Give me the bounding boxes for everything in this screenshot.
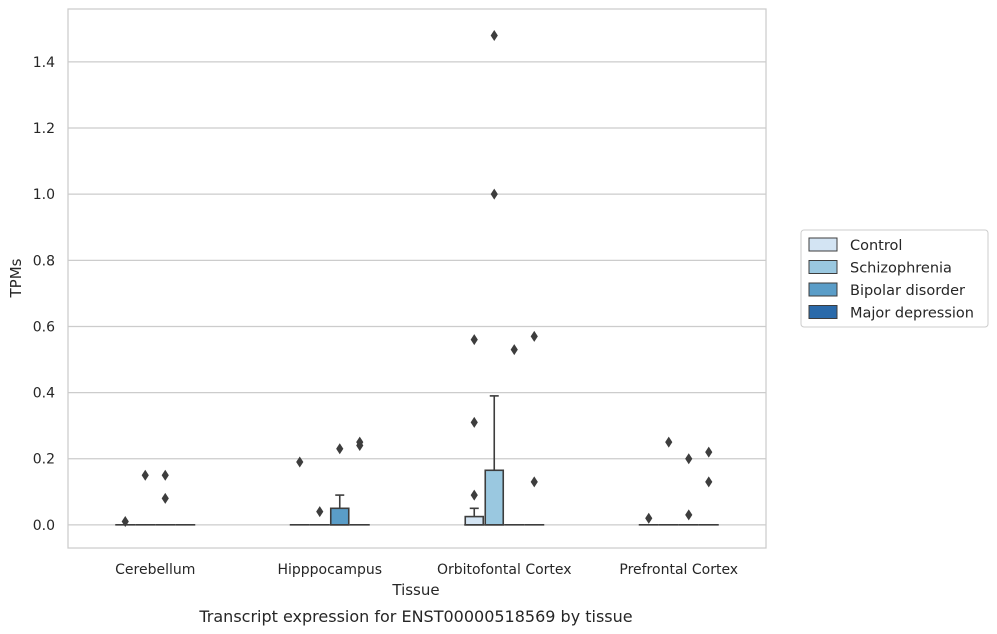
outlier-point: [685, 453, 693, 465]
x-axis-ticks: Cerebellum Hipppocampus Orbitofontal Corte…: [115, 562, 738, 578]
x-tick-label: Prefrontal Cortex: [619, 562, 738, 578]
chart-caption: Transcript expression for ENST0000051856…: [198, 607, 632, 626]
legend: Control Schizophrenia Bipolar disorder Majo…: [800, 229, 989, 328]
y-tick-label: 0.0: [33, 518, 55, 534]
outlier-point: [316, 506, 324, 518]
outlier-point: [490, 29, 498, 41]
y-tick-label: 0.2: [33, 452, 55, 468]
legend-label: Bipolar disorder: [850, 283, 965, 299]
legend-swatch: [808, 282, 838, 297]
outlier-point: [530, 330, 538, 342]
y-axis-ticks: 0.0 0.2 0.4 0.6 0.8 1.0 1.2 1.4: [33, 55, 55, 534]
grid-lines: [68, 61, 766, 526]
legend-items: Control Schizophrenia Bipolar disorder Majo…: [808, 237, 974, 322]
outlier-point: [665, 436, 673, 448]
outlier-point: [470, 334, 478, 346]
outlier-point: [336, 443, 344, 455]
box: [329, 507, 350, 526]
y-tick-label: 1.4: [33, 55, 55, 71]
outlier-point: [470, 416, 478, 428]
box-plot-marks: [115, 29, 719, 528]
plot-area-frame: [67, 8, 767, 549]
y-axis-label: TPMs: [7, 258, 25, 298]
outlier-point: [530, 476, 538, 488]
x-tick-label: Hipppocampus: [277, 562, 382, 578]
x-axis-label: Tissue: [391, 581, 439, 599]
y-tick-label: 1.0: [33, 187, 55, 203]
legend-label: Major depression: [850, 306, 974, 322]
outlier-point: [490, 188, 498, 200]
legend-swatch: [808, 305, 838, 319]
box-group: [464, 29, 545, 526]
outlier-point: [705, 476, 713, 488]
legend-label: Schizophrenia: [850, 261, 952, 277]
box: [464, 515, 485, 526]
outlier-point: [510, 344, 518, 356]
outlier-point: [161, 469, 169, 481]
box: [484, 469, 505, 526]
legend-label: Control: [850, 238, 902, 254]
legend-swatch: [808, 237, 838, 252]
y-tick-label: 0.6: [33, 319, 55, 335]
outlier-point: [296, 456, 304, 468]
y-tick-label: 0.8: [33, 253, 55, 269]
outlier-point: [685, 509, 693, 521]
box-group: [638, 436, 719, 526]
legend-frame: [800, 229, 989, 328]
y-tick-label: 0.4: [33, 386, 55, 402]
box-group: [289, 436, 370, 526]
outlier-point: [645, 512, 653, 524]
outlier-point: [705, 446, 713, 458]
outlier-point: [141, 469, 149, 481]
outlier-point: [470, 489, 478, 501]
box-group: [115, 469, 196, 528]
x-tick-label: Orbitofontal Cortex: [437, 562, 572, 578]
y-tick-label: 1.2: [33, 121, 55, 137]
outlier-point: [161, 492, 169, 504]
outlier-point: [356, 436, 364, 448]
x-tick-label: Cerebellum: [115, 562, 195, 578]
outlier-point: [121, 516, 129, 528]
legend-swatch: [808, 260, 838, 274]
